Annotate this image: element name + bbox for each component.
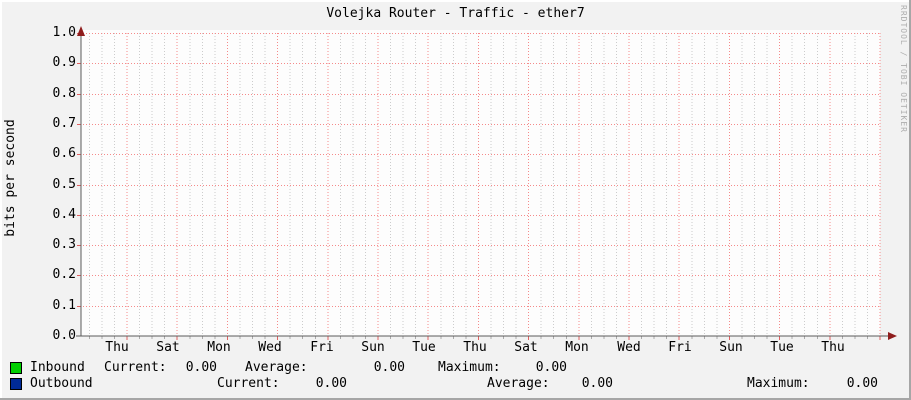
x-tick-label: Fri bbox=[310, 340, 334, 355]
graph-title: Volejka Router - Traffic - ether7 bbox=[326, 6, 585, 21]
y-tick-label: 0.6 bbox=[52, 146, 76, 161]
legend-stat-label: Current: bbox=[217, 376, 280, 391]
legend-series-name: Inbound bbox=[30, 360, 85, 375]
legend-stat-value: 0.00 bbox=[315, 376, 347, 391]
x-tick-label: Mon bbox=[207, 340, 231, 355]
x-tick-label: Thu bbox=[463, 340, 487, 355]
x-tick-label: Tue bbox=[412, 340, 436, 355]
x-tick-label: Sun bbox=[361, 340, 385, 355]
x-tick-label: Wed bbox=[258, 340, 282, 355]
y-tick-label: 0.4 bbox=[52, 207, 76, 222]
y-tick-label: 0.3 bbox=[52, 237, 76, 252]
legend-stat-label: Maximum: bbox=[438, 360, 501, 375]
y-tick-label: 0.7 bbox=[52, 116, 76, 131]
y-tick-label: 0.2 bbox=[52, 267, 76, 282]
x-tick-label: Thu bbox=[105, 340, 129, 355]
legend-stat-value: 0.00 bbox=[373, 360, 405, 375]
legend-stat-label: Average: bbox=[245, 360, 308, 375]
y-tick-label: 0.5 bbox=[52, 177, 76, 192]
rrdtool-watermark: RRDTOOL / TOBI OETIKER bbox=[899, 5, 908, 133]
legend-series-name: Outbound bbox=[30, 376, 93, 391]
y-tick-label: 0.1 bbox=[52, 298, 76, 313]
x-tick-label: Sun bbox=[719, 340, 743, 355]
legend-stat-label: Average: bbox=[487, 376, 550, 391]
x-tick-label: Sat bbox=[156, 340, 180, 355]
x-tick-label: Tue bbox=[770, 340, 794, 355]
x-tick-label: Sat bbox=[514, 340, 538, 355]
y-tick-label: 0.8 bbox=[52, 86, 76, 101]
legend-stat-label: Maximum: bbox=[747, 376, 810, 391]
y-tick-label: 0.9 bbox=[52, 55, 76, 70]
x-tick-label: Mon bbox=[565, 340, 589, 355]
y-tick-label: 0.0 bbox=[52, 328, 76, 343]
y-tick-label: 1.0 bbox=[52, 25, 76, 40]
legend-stat-label: Current: bbox=[104, 360, 167, 375]
legend-swatch-inbound bbox=[10, 362, 22, 374]
legend-stat-value: 0.00 bbox=[581, 376, 613, 391]
x-tick-label: Fri bbox=[668, 340, 692, 355]
legend-stat-value: 0.00 bbox=[185, 360, 217, 375]
x-tick-label: Wed bbox=[617, 340, 641, 355]
legend-stat-value: 0.00 bbox=[535, 360, 567, 375]
legend-stat-value: 0.00 bbox=[846, 376, 878, 391]
x-tick-label: Thu bbox=[821, 340, 845, 355]
legend-swatch-outbound bbox=[10, 378, 22, 390]
